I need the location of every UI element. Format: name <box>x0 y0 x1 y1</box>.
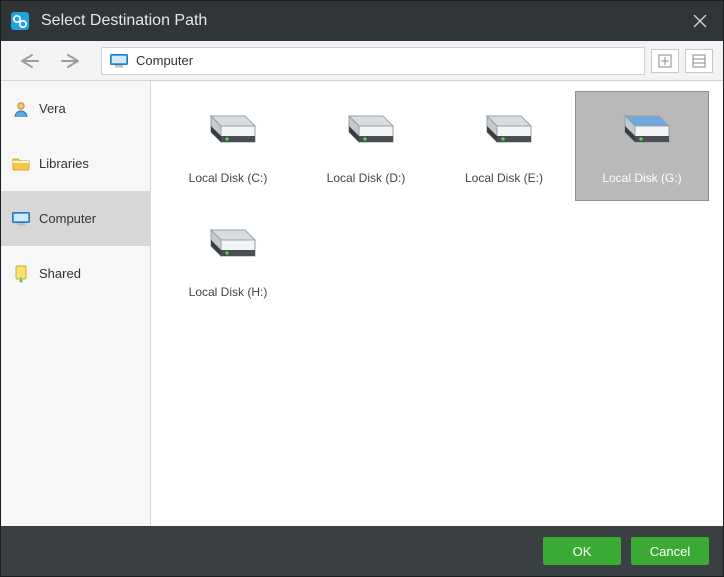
new-folder-button[interactable] <box>651 49 679 73</box>
sidebar: Vera Libraries Computer Shared <box>1 81 151 526</box>
drive-item[interactable]: Local Disk (E:) <box>437 91 571 201</box>
drive-label: Local Disk (E:) <box>465 171 543 185</box>
list-view-button[interactable] <box>685 49 713 73</box>
close-button[interactable] <box>677 1 723 41</box>
drive-icon <box>199 112 257 157</box>
ok-button[interactable]: OK <box>543 537 621 565</box>
nav-forward-button[interactable] <box>57 47 85 75</box>
content-pane: Local Disk (C:) Local Disk (D:) Local Disk… <box>151 81 723 526</box>
computer-icon <box>110 54 128 68</box>
drive-label: Local Disk (G:) <box>602 171 681 185</box>
sidebar-item-label: Vera <box>39 101 66 116</box>
cancel-button[interactable]: Cancel <box>631 537 709 565</box>
drive-item[interactable]: Local Disk (H:) <box>161 205 295 315</box>
drive-label: Local Disk (H:) <box>189 285 268 299</box>
sidebar-item-label: Libraries <box>39 156 89 171</box>
drive-label: Local Disk (D:) <box>327 171 406 185</box>
sidebar-item-label: Shared <box>39 266 81 281</box>
titlebar: Select Destination Path <box>1 1 723 41</box>
user-icon <box>11 99 31 119</box>
sidebar-item-libraries[interactable]: Libraries <box>1 136 150 191</box>
window-title: Select Destination Path <box>41 12 207 30</box>
breadcrumb-bar[interactable]: Computer <box>101 47 645 75</box>
drive-grid: Local Disk (C:) Local Disk (D:) Local Disk… <box>159 89 715 317</box>
drive-icon <box>613 112 671 157</box>
drive-item[interactable]: Local Disk (C:) <box>161 91 295 201</box>
shared-icon <box>11 264 31 284</box>
nav-back-button[interactable] <box>15 47 43 75</box>
drive-label: Local Disk (C:) <box>189 171 268 185</box>
breadcrumb-label: Computer <box>136 53 193 68</box>
app-icon <box>9 10 31 32</box>
drive-icon <box>337 112 395 157</box>
toolbar: Computer <box>1 41 723 81</box>
sidebar-item-label: Computer <box>39 211 96 226</box>
drive-item[interactable]: Local Disk (G:) <box>575 91 709 201</box>
sidebar-item-vera[interactable]: Vera <box>1 81 150 136</box>
dialog-window: Select Destination Path Computer <box>0 0 724 577</box>
sidebar-item-shared[interactable]: Shared <box>1 246 150 301</box>
drive-icon <box>199 226 257 271</box>
drive-icon <box>475 112 533 157</box>
dialog-body: Vera Libraries Computer Shared Local Disk (… <box>1 81 723 526</box>
drive-item[interactable]: Local Disk (D:) <box>299 91 433 201</box>
dialog-footer: OK Cancel <box>1 526 723 576</box>
sidebar-item-computer[interactable]: Computer <box>1 191 150 246</box>
folder-icon <box>11 154 31 174</box>
computer-icon <box>11 209 31 229</box>
